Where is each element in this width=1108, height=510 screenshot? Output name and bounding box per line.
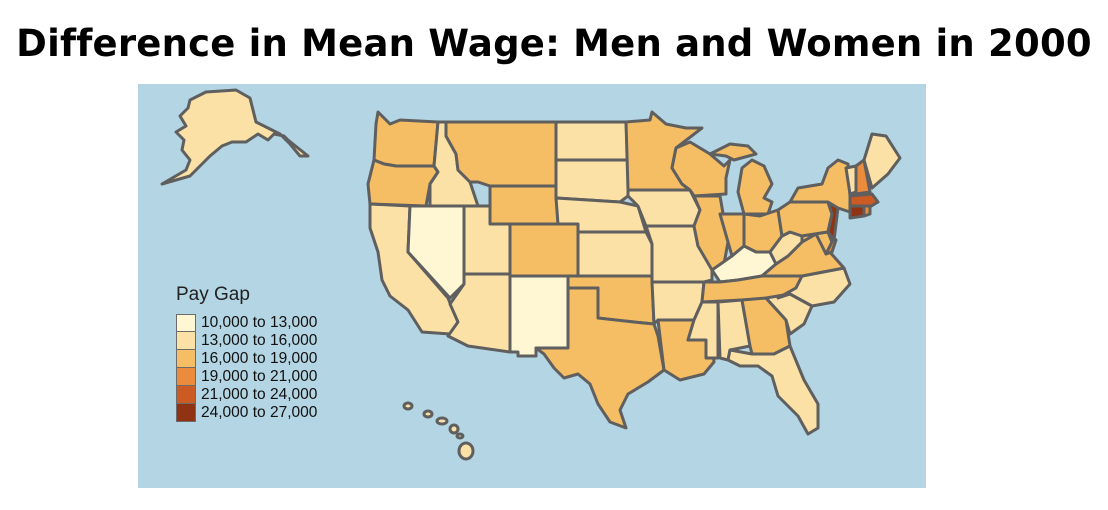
state-WY bbox=[488, 184, 560, 226]
state-ND bbox=[554, 120, 630, 162]
state-SD bbox=[554, 158, 630, 204]
legend-swatch bbox=[176, 386, 196, 404]
state-MI bbox=[708, 142, 774, 216]
map-title: Difference in Mean Wage: Men and Women i… bbox=[16, 22, 1092, 65]
legend-swatch bbox=[176, 314, 196, 332]
legend-title: Pay Gap bbox=[176, 284, 250, 305]
state-TX bbox=[534, 286, 666, 430]
legend-label: 24,000 to 27,000 bbox=[201, 404, 318, 421]
legend-item: 16,000 to 19,000 bbox=[176, 350, 317, 368]
state-MT bbox=[444, 120, 558, 188]
legend-label: 13,000 to 16,000 bbox=[201, 332, 318, 349]
state-WI bbox=[670, 140, 732, 198]
legend-item: 10,000 to 13,000 bbox=[176, 314, 317, 332]
legend-swatch bbox=[176, 368, 196, 386]
legend-item: 21,000 to 24,000 bbox=[176, 386, 317, 404]
state-NC bbox=[776, 266, 852, 308]
legend-rows: 10,000 to 13,000 13,000 to 16,000 16,000 t… bbox=[176, 314, 317, 422]
state-WA bbox=[372, 110, 440, 168]
state-OR bbox=[366, 158, 440, 208]
state-NY bbox=[788, 158, 852, 214]
legend: Pay Gap 10,000 to 13,000 13,000 to 16,000… bbox=[176, 284, 317, 422]
state-NH bbox=[854, 158, 872, 196]
state-ME bbox=[862, 132, 902, 190]
legend-label: 10,000 to 13,000 bbox=[201, 314, 318, 331]
legend-swatch bbox=[176, 350, 196, 368]
state-NV bbox=[406, 204, 466, 300]
state-RI bbox=[862, 204, 872, 218]
map-panel: Pay Gap 10,000 to 13,000 13,000 to 16,000… bbox=[138, 84, 926, 488]
state-NM bbox=[508, 274, 570, 358]
legend-swatch bbox=[176, 404, 196, 422]
us-map bbox=[160, 88, 902, 461]
state-AK bbox=[160, 88, 310, 186]
legend-label: 21,000 to 24,000 bbox=[201, 386, 318, 403]
state-CT bbox=[848, 204, 866, 220]
legend-label: 19,000 to 21,000 bbox=[201, 368, 318, 385]
legend-label: 16,000 to 19,000 bbox=[201, 350, 318, 367]
legend-item: 24,000 to 27,000 bbox=[176, 404, 317, 422]
state-PA bbox=[776, 200, 834, 238]
state-KS bbox=[576, 230, 654, 278]
state-CO bbox=[508, 222, 580, 278]
state-HI bbox=[402, 401, 475, 461]
legend-swatch bbox=[176, 332, 196, 350]
state-FL bbox=[726, 344, 820, 436]
legend-item: 19,000 to 21,000 bbox=[176, 368, 317, 386]
legend-item: 13,000 to 16,000 bbox=[176, 332, 317, 350]
